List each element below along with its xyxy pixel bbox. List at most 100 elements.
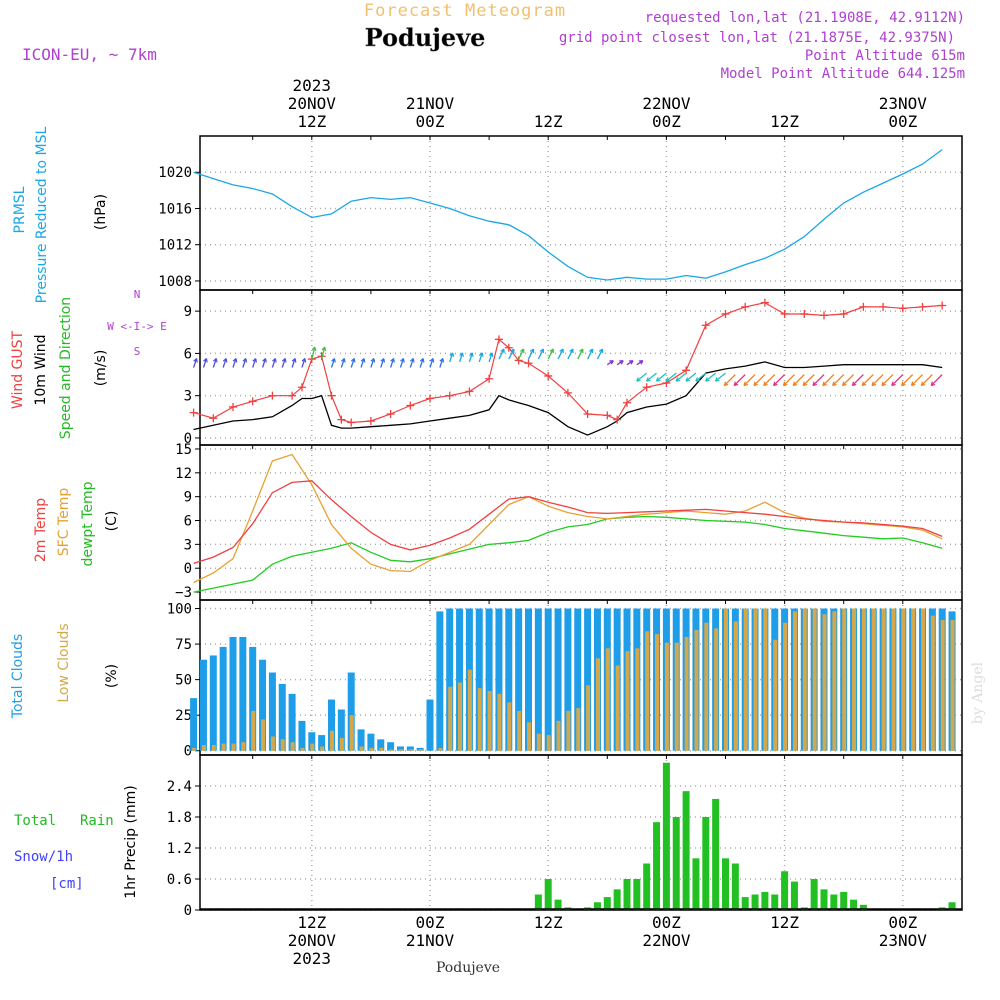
wind-arrow bbox=[763, 374, 776, 387]
wind-arrow-head bbox=[488, 352, 494, 357]
wind-arrow bbox=[782, 374, 795, 387]
wind-arrow bbox=[596, 348, 604, 360]
y-tick-label: 1.8 bbox=[167, 810, 192, 826]
wind-arrow-head bbox=[773, 381, 778, 387]
rain-bar bbox=[820, 889, 828, 910]
pressure-unit: (hPa) bbox=[93, 194, 109, 230]
wind-arrow-head bbox=[272, 358, 277, 363]
low-cloud-bar bbox=[359, 746, 364, 751]
rain-bar bbox=[643, 863, 651, 910]
gust-marker bbox=[297, 383, 306, 392]
rain-bar bbox=[554, 899, 562, 910]
grid-coords: grid point closest lon,lat (21.1875E, 42… bbox=[559, 30, 955, 46]
gust-marker bbox=[820, 311, 828, 320]
wind-arrow-head bbox=[500, 348, 505, 354]
low-cloud-bar bbox=[733, 621, 738, 751]
clouds-panel: 0 25 50 75 100 bbox=[167, 599, 963, 760]
rain-bar bbox=[761, 891, 769, 910]
model-altitude: Model Point Altitude 644.125m bbox=[721, 66, 965, 82]
low-cloud-bar bbox=[536, 733, 541, 751]
wind-arrow-head bbox=[360, 358, 366, 363]
gust-marker bbox=[248, 397, 257, 406]
low-cloud-bar bbox=[802, 608, 807, 751]
low-cloud-bar bbox=[487, 691, 492, 751]
wind-arrow bbox=[518, 348, 525, 360]
y-tick-label: 12 bbox=[175, 466, 192, 482]
wind-arrow bbox=[527, 348, 535, 360]
gust-marker bbox=[879, 302, 888, 311]
wind-arrow-head bbox=[930, 381, 936, 387]
rain-bar bbox=[682, 791, 690, 910]
wind-arrow bbox=[930, 374, 943, 387]
wind-arrow-head bbox=[549, 348, 554, 354]
time-tick-label: 22NOV bbox=[642, 931, 691, 950]
gust-marker bbox=[760, 298, 769, 307]
low-cloud-bar bbox=[398, 749, 403, 751]
low-cloud-bar bbox=[891, 608, 896, 751]
wind-arrow bbox=[439, 358, 444, 368]
wind-arrow bbox=[192, 358, 198, 368]
wind-arrow bbox=[419, 358, 424, 368]
wind-arrow-head bbox=[714, 377, 720, 382]
wind-arrow-head bbox=[539, 348, 545, 354]
wind-arrow bbox=[881, 374, 894, 387]
y-tick-label: 15 bbox=[175, 442, 192, 458]
compass-label: W <-I-> E bbox=[107, 320, 167, 333]
rain-bar bbox=[633, 879, 641, 910]
wind-arrow bbox=[271, 358, 277, 368]
time-tick-label: 12Z bbox=[534, 112, 563, 131]
time-tick-label: 12Z bbox=[770, 913, 799, 932]
model-label: ICON-EU, ~ 7km bbox=[22, 45, 157, 64]
time-tick-label: 12Z bbox=[297, 112, 326, 131]
wind-arrow bbox=[792, 374, 805, 387]
dewpt-label: dewpt Temp bbox=[80, 481, 96, 566]
low-cloud-bar bbox=[861, 608, 866, 751]
time-tick-label: 00Z bbox=[888, 112, 917, 131]
wind-arrow bbox=[301, 358, 306, 368]
wind-panel: 0 3 6 9 bbox=[184, 289, 963, 447]
wind-arrow-head bbox=[598, 348, 604, 354]
low-cloud-bar bbox=[822, 614, 827, 751]
low-cloud-bar bbox=[911, 608, 916, 751]
total-cloud-bar bbox=[328, 699, 335, 751]
wind-arrow-head bbox=[841, 381, 847, 387]
wind-arrow-head bbox=[609, 360, 614, 365]
clouds-unit: (%) bbox=[104, 664, 120, 688]
low-cloud-bar bbox=[389, 749, 394, 751]
low-cloud-bar bbox=[792, 611, 797, 751]
gust-marker bbox=[189, 408, 198, 417]
rain-bar bbox=[672, 817, 680, 910]
wind-arrow bbox=[281, 358, 286, 368]
wind-arrow-head bbox=[822, 381, 827, 387]
gust-marker bbox=[603, 411, 612, 420]
rain-bar bbox=[741, 897, 749, 910]
low-cloud-bar bbox=[349, 715, 354, 751]
total-cloud-bar bbox=[249, 646, 257, 751]
wind-unit: (m/s) bbox=[93, 350, 109, 387]
gust-marker bbox=[504, 343, 513, 352]
wind-arrow bbox=[350, 358, 355, 368]
wind-arrow-head bbox=[400, 358, 405, 363]
gust-marker bbox=[268, 391, 277, 400]
wind-arrow bbox=[449, 352, 454, 363]
wind-arrow bbox=[861, 374, 874, 387]
wind-arrow-head bbox=[252, 358, 257, 363]
wind-arrow bbox=[370, 358, 375, 368]
wind-arrow-head bbox=[881, 381, 886, 387]
sfc-temp-label: SFC Temp bbox=[56, 488, 72, 557]
time-tick-label: 23NOV bbox=[879, 94, 928, 113]
total-cloud-bar bbox=[456, 608, 464, 751]
wind-arrow-head bbox=[665, 377, 671, 382]
wind-arrow bbox=[360, 358, 365, 368]
low-cloud-bar bbox=[517, 710, 522, 751]
wind-arrow bbox=[842, 374, 855, 387]
wind-arrow-head bbox=[802, 381, 808, 387]
low-cloud-bar bbox=[556, 720, 561, 751]
wind-gust-line bbox=[193, 302, 943, 424]
low-cloud-bar bbox=[852, 608, 857, 751]
wind-arrow bbox=[557, 348, 564, 360]
wind-arrow bbox=[920, 374, 933, 387]
wind-arrow bbox=[911, 374, 923, 387]
y-tick-label: 1.2 bbox=[167, 841, 192, 857]
